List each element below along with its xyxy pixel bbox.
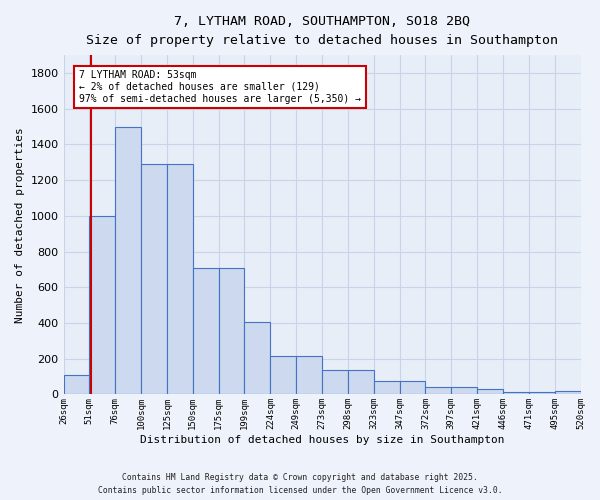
Bar	[322, 370, 348, 394]
Bar	[141, 164, 167, 394]
Text: 7 LYTHAM ROAD: 53sqm
← 2% of detached houses are smaller (129)
97% of semi-detac: 7 LYTHAM ROAD: 53sqm ← 2% of detached ho…	[79, 70, 361, 104]
Bar	[451, 388, 477, 394]
Bar	[503, 392, 529, 394]
Bar	[348, 370, 374, 394]
Bar	[477, 389, 503, 394]
Bar	[89, 216, 115, 394]
Bar	[271, 356, 296, 395]
X-axis label: Distribution of detached houses by size in Southampton: Distribution of detached houses by size …	[140, 435, 504, 445]
Bar	[115, 126, 141, 394]
Y-axis label: Number of detached properties: Number of detached properties	[15, 127, 25, 322]
Bar	[167, 164, 193, 394]
Bar	[218, 268, 244, 394]
Bar	[554, 391, 581, 394]
Bar	[425, 388, 451, 394]
Bar	[244, 322, 271, 394]
Bar	[374, 381, 400, 394]
Text: Contains HM Land Registry data © Crown copyright and database right 2025.
Contai: Contains HM Land Registry data © Crown c…	[98, 474, 502, 495]
Bar	[193, 268, 218, 394]
Bar	[529, 392, 554, 394]
Bar	[400, 381, 425, 394]
Bar	[64, 375, 89, 394]
Title: 7, LYTHAM ROAD, SOUTHAMPTON, SO18 2BQ
Size of property relative to detached hous: 7, LYTHAM ROAD, SOUTHAMPTON, SO18 2BQ Si…	[86, 15, 558, 47]
Bar	[296, 356, 322, 395]
